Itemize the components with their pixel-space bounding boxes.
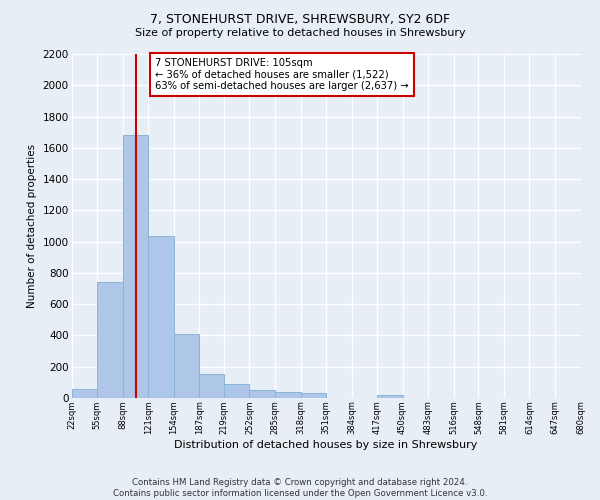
Bar xyxy=(377,394,403,398)
Bar xyxy=(97,282,122,398)
Bar xyxy=(250,390,275,398)
Text: Size of property relative to detached houses in Shrewsbury: Size of property relative to detached ho… xyxy=(134,28,466,38)
Bar xyxy=(199,374,224,398)
Bar xyxy=(173,334,199,398)
Text: Contains HM Land Registry data © Crown copyright and database right 2024.
Contai: Contains HM Land Registry data © Crown c… xyxy=(113,478,487,498)
Bar xyxy=(301,393,326,398)
X-axis label: Distribution of detached houses by size in Shrewsbury: Distribution of detached houses by size … xyxy=(175,440,478,450)
Bar xyxy=(71,389,97,398)
Text: 7 STONEHURST DRIVE: 105sqm
← 36% of detached houses are smaller (1,522)
63% of s: 7 STONEHURST DRIVE: 105sqm ← 36% of deta… xyxy=(155,58,409,91)
Y-axis label: Number of detached properties: Number of detached properties xyxy=(27,144,37,308)
Bar xyxy=(148,236,173,398)
Bar xyxy=(275,392,301,398)
Bar xyxy=(224,384,250,398)
Text: 7, STONEHURST DRIVE, SHREWSBURY, SY2 6DF: 7, STONEHURST DRIVE, SHREWSBURY, SY2 6DF xyxy=(150,12,450,26)
Bar xyxy=(122,136,148,398)
